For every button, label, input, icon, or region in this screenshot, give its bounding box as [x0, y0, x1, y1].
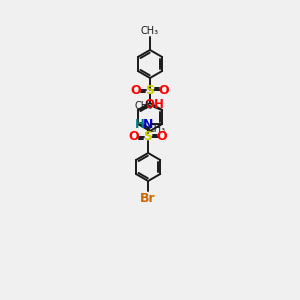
Text: O: O — [157, 130, 167, 143]
Text: Br: Br — [140, 193, 156, 206]
Text: N: N — [143, 118, 153, 130]
Text: OH: OH — [144, 98, 164, 112]
Text: O: O — [159, 83, 169, 97]
Text: CH₃: CH₃ — [148, 124, 166, 134]
Text: S: S — [146, 83, 154, 97]
Text: H: H — [135, 118, 145, 130]
Text: O: O — [131, 83, 141, 97]
Text: CH₃: CH₃ — [134, 101, 152, 111]
Text: CH₃: CH₃ — [141, 26, 159, 36]
Text: S: S — [144, 130, 153, 143]
Text: O: O — [129, 130, 140, 143]
